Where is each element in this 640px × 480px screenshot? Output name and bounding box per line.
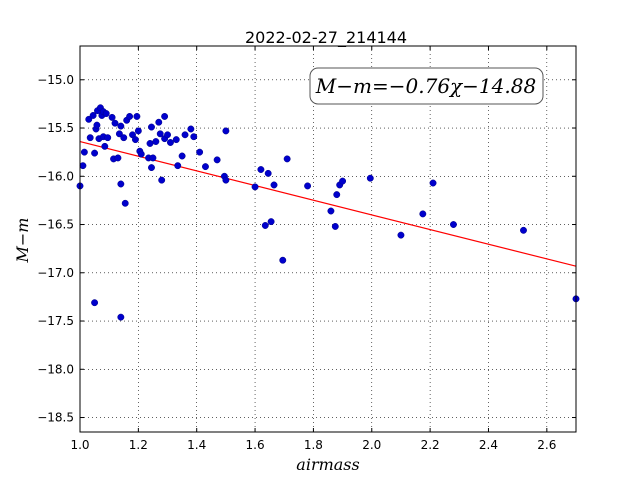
data-point xyxy=(267,218,275,226)
data-point xyxy=(331,223,339,230)
fit-equation-text: M−m=−0.76χ−14.88 xyxy=(315,74,536,98)
data-point xyxy=(117,313,125,321)
y-tick-label: −15.0 xyxy=(37,73,74,87)
data-point xyxy=(148,123,155,131)
data-point xyxy=(158,176,166,184)
data-point xyxy=(279,256,287,264)
data-point xyxy=(148,164,155,172)
fit-line xyxy=(79,140,577,267)
data-point xyxy=(91,299,99,307)
data-point xyxy=(117,180,125,188)
data-point xyxy=(213,156,221,164)
y-tick-label: −17.0 xyxy=(37,266,74,280)
y-tick-label: −17.5 xyxy=(37,314,74,328)
x-tick-label: 1.8 xyxy=(304,438,323,452)
data-point xyxy=(101,142,109,150)
x-tick-label: 2.4 xyxy=(479,438,498,452)
data-point xyxy=(166,139,174,146)
data-point xyxy=(80,148,88,156)
data-point xyxy=(261,222,269,229)
data-point xyxy=(146,140,154,147)
x-tick-label: 2.0 xyxy=(362,438,381,452)
axis-ticks: 1.0 1.2 1.4 1.6 1.8 2.0 2.2 2.4 2.6 −15.0 −15.5 −16… xyxy=(37,46,576,452)
y-tick-label: −18.0 xyxy=(37,362,74,376)
data-point xyxy=(283,155,291,163)
y-tick-label: −16.5 xyxy=(37,218,74,232)
data-point xyxy=(366,174,374,182)
data-point xyxy=(196,148,204,156)
data-point xyxy=(117,122,125,130)
fit-equation-box-frame xyxy=(309,67,544,105)
x-axis-label: airmass xyxy=(296,455,359,474)
data-point xyxy=(85,115,93,123)
chart-title: 2022-02-27_214144 xyxy=(245,28,407,48)
data-point xyxy=(264,169,272,177)
data-point xyxy=(450,221,457,228)
data-point xyxy=(89,112,97,119)
data-point xyxy=(93,121,101,129)
y-tick-label: −16.0 xyxy=(37,169,74,183)
data-point xyxy=(134,127,142,135)
data-point xyxy=(108,113,116,121)
data-point xyxy=(133,112,141,120)
data-point xyxy=(520,226,527,234)
plot-frame xyxy=(79,45,577,433)
data-point xyxy=(156,130,164,138)
data-point xyxy=(131,136,139,144)
plot-area: 1.0 1.2 1.4 1.6 1.8 2.0 2.2 2.4 2.6 −15.0 −15.5 −16… xyxy=(37,45,580,452)
data-point xyxy=(187,125,195,133)
data-point xyxy=(102,110,110,118)
data-point xyxy=(270,181,278,189)
data-point xyxy=(304,182,312,190)
y-tick-label: −15.5 xyxy=(37,121,74,135)
data-point xyxy=(79,162,87,170)
data-point xyxy=(114,154,122,162)
data-point xyxy=(429,179,437,187)
x-tick-label: 1.4 xyxy=(187,438,206,452)
y-tick-label: −18.5 xyxy=(37,411,74,425)
data-point xyxy=(111,119,119,127)
data-point xyxy=(257,166,265,173)
data-point xyxy=(222,176,230,184)
data-point xyxy=(174,162,182,170)
data-point xyxy=(120,134,128,142)
x-tick-label: 1.2 xyxy=(129,438,148,452)
data-point xyxy=(251,183,259,191)
data-point xyxy=(327,207,335,215)
data-point xyxy=(115,130,123,138)
x-tick-label: 1.6 xyxy=(246,438,265,452)
data-point xyxy=(222,127,230,135)
data-point xyxy=(164,131,171,139)
data-point xyxy=(104,134,112,142)
data-points xyxy=(76,104,580,321)
plot-background xyxy=(80,46,576,432)
data-point xyxy=(419,210,427,218)
x-tick-label: 2.6 xyxy=(537,438,556,452)
data-point xyxy=(86,134,94,142)
y-axis-label: M−m xyxy=(13,218,32,264)
data-point xyxy=(91,149,99,157)
data-point xyxy=(126,112,134,120)
data-point xyxy=(178,152,186,160)
data-point xyxy=(121,199,129,207)
data-point xyxy=(149,154,157,162)
data-point xyxy=(152,138,160,145)
data-point xyxy=(333,191,341,199)
fit-equation-box: M−m=−0.76χ−14.88 xyxy=(309,67,544,105)
data-point xyxy=(161,112,169,120)
data-point xyxy=(172,136,180,144)
data-point xyxy=(397,231,405,239)
data-point xyxy=(181,131,189,139)
data-point xyxy=(190,133,198,141)
data-point xyxy=(339,177,347,185)
data-point xyxy=(137,150,145,158)
x-tick-label: 1.0 xyxy=(70,438,89,452)
x-tick-label: 2.2 xyxy=(421,438,440,452)
data-point xyxy=(202,163,209,171)
data-point xyxy=(155,118,163,126)
